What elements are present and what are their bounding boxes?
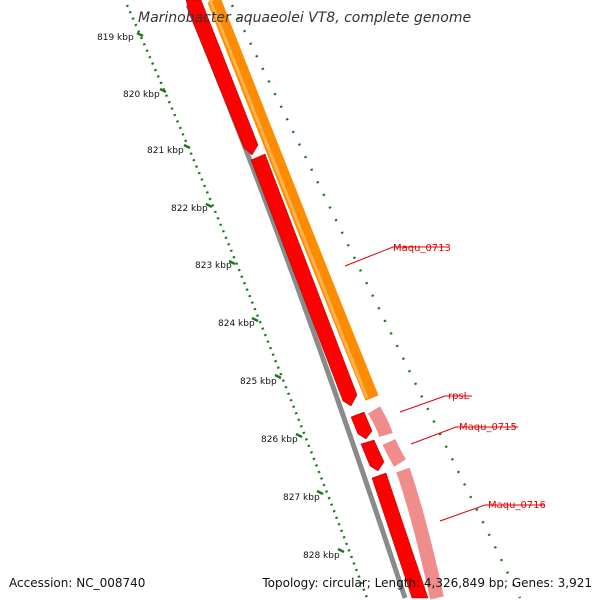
gene-label-rpsl[interactable]: rpsL	[448, 391, 470, 402]
inner-tick-ring	[125, 4, 369, 599]
tick-label: 826 kbp	[261, 435, 298, 445]
gene-arrow-maqu-0713	[250, 153, 358, 407]
major-tick	[205, 202, 213, 209]
tick-label: 828 kbp	[303, 551, 340, 561]
gene-band-maqu-0713-reverse-highlight	[208, 0, 369, 399]
tick-label: 827 kbp	[283, 493, 320, 503]
major-tick	[274, 373, 282, 380]
leader-line-maqu-0713	[344, 246, 448, 267]
major-tick	[295, 432, 303, 439]
scale-labels: 819 kbp 820 kbp 821 kbp 822 kbp 823 kbp …	[97, 33, 340, 561]
major-ticks	[136, 31, 345, 554]
major-tick	[337, 547, 345, 554]
genome-summary: Topology: circular; Length: 4,326,849 bp…	[261, 576, 592, 590]
major-tick	[183, 143, 191, 150]
gene-arrow-rpsl	[350, 411, 373, 440]
gene-label-maqu-0716[interactable]: Maqu_0716	[488, 500, 546, 511]
major-tick	[251, 316, 259, 323]
leader-line-maqu-0715	[410, 426, 518, 445]
gene-arrow-maqu-0715	[360, 439, 385, 472]
gene-arrow-upstream	[185, 0, 259, 156]
leader-line-maqu-0716	[439, 504, 544, 522]
gene-band-rpsl	[367, 406, 393, 438]
tick-label: 820 kbp	[123, 90, 160, 100]
gene-label-maqu-0715[interactable]: Maqu_0715	[459, 422, 517, 433]
gene-band-maqu-0715	[382, 439, 406, 467]
tick-label: 823 kbp	[195, 261, 232, 271]
gene-band-maqu-0713-reverse	[207, 0, 379, 401]
map-title: Marinobacter aquaeolei VT8, complete gen…	[138, 10, 471, 26]
tick-label: 821 kbp	[147, 146, 184, 156]
gene-band-maqu-0716	[396, 467, 444, 600]
accession-label: Accession: NC_008740	[9, 576, 145, 590]
major-tick	[228, 259, 236, 266]
gene-label-lines	[344, 246, 544, 522]
gene-label-maqu-0713[interactable]: Maqu_0713	[393, 243, 451, 254]
tick-label: 822 kbp	[171, 204, 208, 214]
leader-line-rpsl	[399, 395, 472, 413]
tick-label: 819 kbp	[97, 33, 134, 43]
major-tick	[136, 31, 144, 38]
genome-backbone	[185, 4, 408, 599]
gene-arrow-maqu-0716	[371, 472, 429, 599]
major-tick	[159, 87, 167, 94]
tick-label: 824 kbp	[218, 319, 255, 329]
tick-label: 825 kbp	[240, 377, 277, 387]
major-tick	[316, 489, 324, 496]
